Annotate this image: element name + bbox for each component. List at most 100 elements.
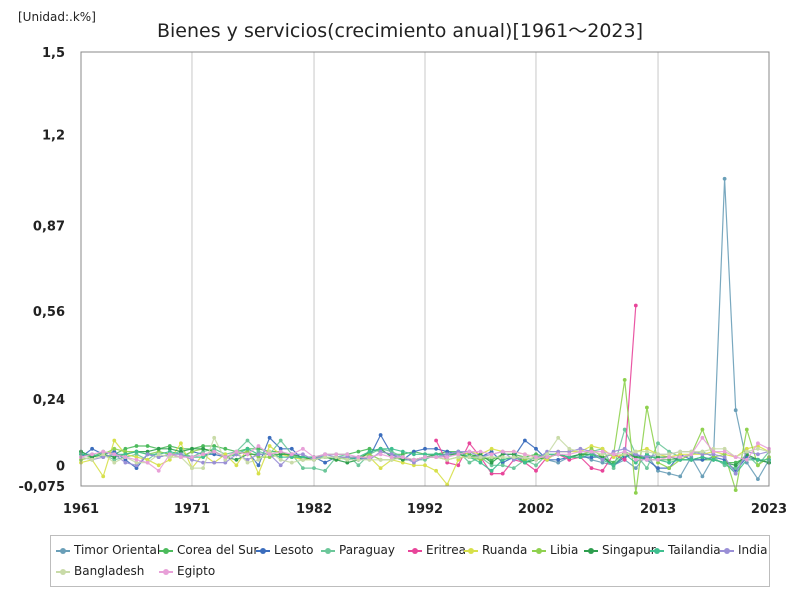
data-point: [278, 457, 283, 462]
y-tick-label: -0,075: [18, 480, 65, 495]
data-point: [334, 452, 339, 457]
legend: Timor Oriental Corea del Sur Lesoto Paragua…: [50, 535, 770, 587]
data-point: [733, 455, 738, 459]
data-point: [112, 460, 117, 465]
legend-label: Bangladesh: [74, 564, 145, 578]
data-point: [245, 449, 250, 454]
data-point: [312, 466, 316, 470]
data-point: [145, 457, 150, 462]
data-point: [700, 435, 705, 440]
data-point: [678, 457, 683, 462]
data-point: [212, 452, 217, 457]
data-point: [622, 427, 627, 432]
data-point: [578, 455, 583, 459]
data-point: [523, 455, 527, 459]
data-point: [101, 452, 106, 457]
data-point: [212, 460, 217, 465]
data-point: [633, 466, 638, 470]
data-point: [534, 463, 538, 468]
data-point: [389, 449, 394, 454]
data-point: [656, 457, 660, 462]
data-point: [600, 457, 605, 462]
data-point: [201, 452, 206, 457]
data-point: [145, 444, 150, 448]
data-point: [722, 460, 727, 465]
data-point: [190, 455, 194, 459]
data-point: [179, 446, 183, 451]
data-point: [256, 452, 261, 457]
data-point: [289, 460, 294, 465]
data-point: [245, 446, 250, 451]
data-point: [645, 455, 649, 459]
data-point: [190, 457, 194, 462]
data-point: [633, 449, 638, 454]
data-point: [556, 452, 561, 457]
x-tick-label: 1961: [63, 502, 99, 517]
data-point: [256, 463, 261, 468]
data-point: [423, 463, 427, 468]
data-point: [534, 457, 538, 462]
data-point: [356, 449, 361, 454]
data-point: [600, 468, 605, 473]
data-point: [678, 449, 683, 454]
data-point: [589, 449, 594, 454]
data-point: [711, 457, 716, 462]
grid-lines: [191, 52, 659, 486]
data-point: [256, 446, 261, 451]
data-point: [578, 449, 583, 454]
data-point: [733, 466, 738, 470]
data-point: [578, 446, 583, 451]
data-point: [156, 468, 161, 473]
data-point: [201, 444, 206, 448]
data-point: [434, 438, 438, 443]
data-point: [656, 455, 660, 459]
data-point: [511, 455, 516, 459]
data-point: [700, 452, 705, 457]
data-point: [489, 468, 494, 473]
legend-marker: [325, 548, 331, 554]
data-point: [667, 466, 671, 470]
data-point: [656, 468, 660, 473]
data-point: [467, 441, 472, 446]
data-point: [378, 433, 383, 437]
data-point: [123, 457, 128, 462]
data-point: [611, 455, 616, 459]
data-point: [500, 463, 505, 468]
data-point: [467, 449, 472, 454]
data-point: [678, 474, 683, 479]
data-point: [534, 452, 538, 457]
data-point: [212, 435, 217, 440]
data-point: [156, 449, 161, 454]
data-point: [534, 455, 538, 459]
data-point: [112, 446, 117, 451]
data-point: [456, 449, 461, 454]
legend-marker: [654, 548, 660, 554]
data-point: [412, 457, 416, 462]
legend-marker: [60, 548, 66, 554]
data-point: [400, 449, 405, 454]
data-point: [756, 463, 760, 468]
data-point: [134, 455, 139, 459]
legend-marker: [724, 548, 730, 554]
y-tick-label: 0,87: [33, 220, 65, 235]
data-point: [633, 452, 638, 457]
data-point: [223, 452, 228, 457]
data-point: [123, 460, 128, 465]
data-point: [389, 455, 394, 459]
data-point: [489, 449, 494, 454]
series-egipto: [79, 435, 771, 473]
data-point: [756, 446, 760, 451]
legend-marker: [412, 548, 418, 554]
x-tick-label: 2002: [518, 502, 554, 517]
data-point: [645, 457, 649, 462]
data-point: [722, 455, 727, 459]
x-tick-labels: 1961 1971 1982 1992 2002 2013 2023: [63, 502, 787, 517]
data-point: [722, 452, 727, 457]
data-point: [500, 452, 505, 457]
data-point: [245, 438, 250, 443]
data-point: [622, 449, 627, 454]
legend-label: Eritrea: [426, 543, 466, 557]
data-point: [467, 460, 472, 465]
data-point: [434, 446, 438, 451]
data-point: [589, 457, 594, 462]
